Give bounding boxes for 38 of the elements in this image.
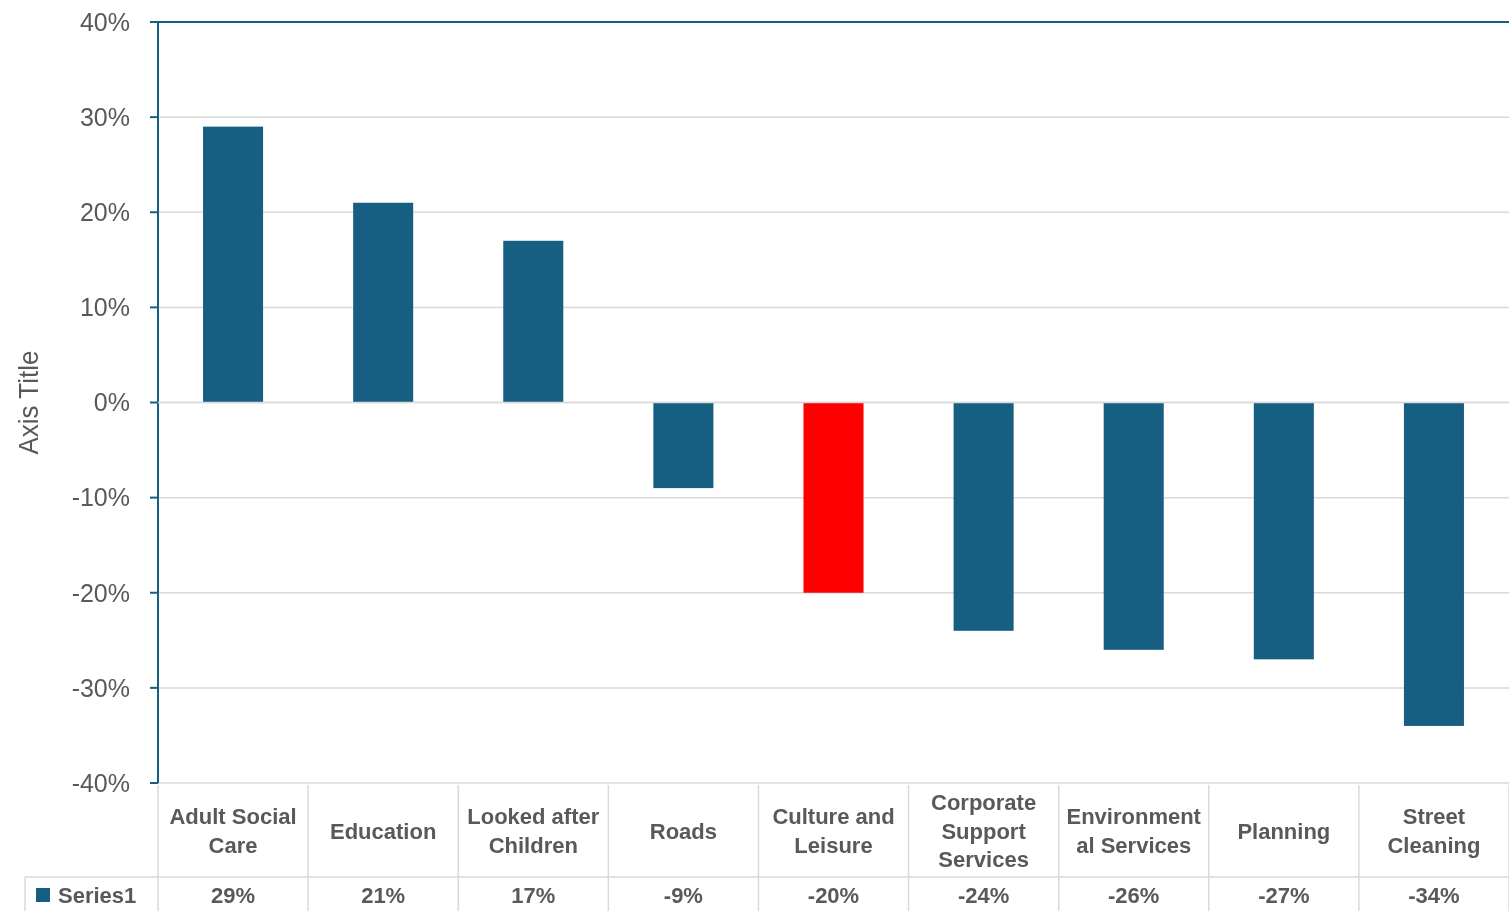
y-tick-label: 20% (79, 198, 130, 226)
y-tick-label: 10% (79, 293, 130, 322)
bar (653, 402, 714, 489)
data-label: -9% (663, 882, 703, 908)
x-tick-label: Culture and Leisure (772, 804, 895, 858)
data-label: -34% (1408, 882, 1460, 908)
x-tick-label: Corporate Support Services (931, 790, 1037, 873)
data-label: 29% (211, 882, 256, 908)
data-label: 21% (361, 882, 406, 908)
y-tick-label: -30% (71, 673, 130, 702)
x-tick-label: Looked after Children (467, 804, 600, 858)
bar (503, 240, 564, 403)
y-tick-label: -20% (71, 578, 130, 607)
y-tick-label: 40% (79, 7, 130, 36)
y-tick-label: 0% (93, 388, 130, 417)
legend-label: Series1 (58, 882, 137, 908)
bar (353, 202, 414, 403)
bar (953, 402, 1014, 631)
y-axis-title: Axis Title (13, 342, 44, 455)
bar (1253, 402, 1314, 660)
x-tick-label: Adult Social Care (169, 804, 297, 858)
bar (203, 126, 264, 403)
y-tick-label: -10% (71, 483, 130, 512)
x-tick-label: Roads (649, 818, 718, 844)
data-label: -24% (957, 882, 1010, 908)
y-tick-label: -40% (71, 768, 130, 797)
bar (1403, 402, 1464, 726)
data-label: 17% (511, 882, 556, 908)
y-tick-label: 30% (79, 102, 130, 131)
data-label: -26% (1108, 882, 1160, 908)
data-label: -20% (807, 882, 860, 908)
bar (1103, 402, 1164, 650)
x-tick-label: Environmental Services (1066, 804, 1202, 858)
x-tick-label: Street Cleaning (1387, 804, 1481, 858)
data-label: -27% (1258, 882, 1310, 908)
x-tick-label: Planning (1237, 818, 1331, 844)
bar (803, 402, 864, 593)
x-tick-label: Education (329, 818, 437, 844)
